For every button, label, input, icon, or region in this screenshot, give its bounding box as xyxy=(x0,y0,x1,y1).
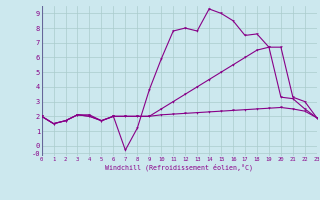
X-axis label: Windchill (Refroidissement éolien,°C): Windchill (Refroidissement éolien,°C) xyxy=(105,164,253,171)
